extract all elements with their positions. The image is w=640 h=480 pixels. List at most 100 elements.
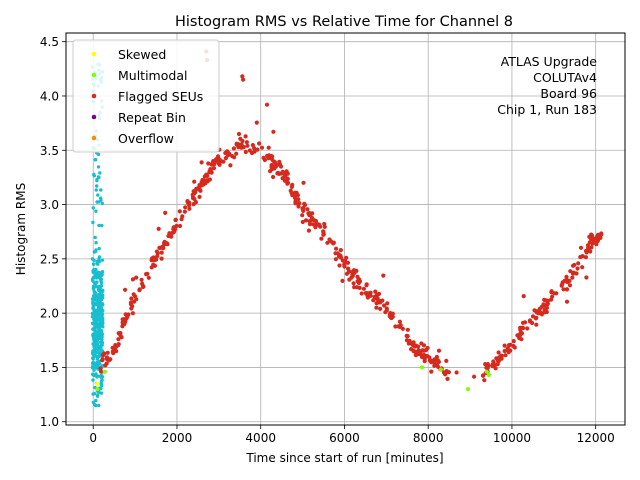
flagged-seu-point — [365, 295, 370, 300]
cyan-point — [97, 297, 101, 302]
multimodal-point — [438, 367, 443, 372]
cyan-point — [94, 188, 99, 192]
flagged-seu-point — [445, 376, 450, 381]
flagged-seu-point — [205, 179, 210, 184]
flagged-seu-point — [570, 263, 576, 268]
cyan-point — [90, 297, 95, 301]
flagged-seu-point — [583, 255, 589, 260]
legend-marker — [91, 135, 97, 141]
flagged-seu-point — [183, 205, 188, 210]
y-tick-label: 4.0 — [40, 89, 59, 103]
flagged-seu-point — [306, 228, 311, 233]
flagged-seu-point — [361, 286, 366, 291]
flagged-seu-point — [163, 210, 168, 215]
flagged-seu-point — [295, 201, 301, 206]
flagged-seu-point — [522, 320, 528, 325]
flagged-seu-point — [419, 341, 424, 346]
flagged-seu-point — [334, 246, 339, 251]
cyan-point — [98, 274, 103, 278]
flagged-seu-point — [192, 196, 197, 202]
cyan-point — [94, 365, 98, 369]
flagged-seu-point — [271, 174, 276, 180]
flagged-seu-point — [413, 353, 418, 358]
cyan-point — [91, 300, 95, 304]
flagged-seu-point — [252, 146, 257, 151]
flagged-seu-point — [482, 378, 487, 383]
cyan-point — [97, 312, 101, 317]
flagged-seu-point — [525, 326, 530, 331]
x-tick-label: 10000 — [493, 431, 531, 445]
flagged-seu-point — [231, 146, 236, 151]
cyan-point — [91, 360, 95, 365]
flagged-seu-point — [499, 353, 504, 358]
flagged-seu-point — [234, 151, 239, 156]
data-points — [90, 49, 604, 408]
flagged-seu-point — [595, 232, 601, 237]
flagged-seu-point — [221, 159, 226, 164]
multimodal-point — [465, 387, 471, 392]
cyan-point — [95, 335, 99, 339]
flagged-seu-point — [594, 242, 599, 247]
cyan-point — [97, 301, 102, 306]
legend-label: Skewed — [118, 47, 166, 62]
flagged-seu-point — [534, 322, 539, 327]
flagged-seu-point — [527, 319, 533, 324]
flagged-seu-point — [436, 348, 442, 353]
flagged-seu-point — [116, 343, 121, 348]
flagged-seu-point — [116, 337, 121, 342]
flagged-seu-point — [259, 145, 265, 150]
legend-marker — [91, 51, 97, 57]
flagged-seu-point — [262, 157, 267, 163]
flagged-seu-point — [444, 369, 449, 374]
cyan-point — [95, 313, 99, 317]
flagged-seu-point — [404, 338, 409, 343]
flagged-seu-point — [384, 306, 389, 311]
flagged-seu-point — [169, 234, 174, 239]
cyan-point — [91, 378, 95, 382]
flagged-seu-point — [199, 160, 204, 165]
flagged-seu-point — [559, 283, 564, 288]
flagged-seu-point — [374, 305, 379, 310]
cyan-point — [92, 373, 96, 378]
flagged-seu-point — [123, 287, 128, 292]
flagged-seu-point — [156, 226, 161, 231]
flagged-seu-point — [327, 237, 332, 242]
flagged-seu-point — [174, 223, 179, 228]
flagged-seu-point — [282, 173, 287, 178]
flagged-seu-point — [228, 163, 233, 168]
y-axis-label: Histogram RMS — [14, 183, 28, 275]
cyan-point — [91, 220, 95, 225]
flagged-seu-point — [257, 141, 262, 146]
cyan-point — [99, 196, 103, 200]
flagged-seu-point — [132, 294, 138, 299]
flagged-seu-point — [518, 325, 523, 330]
flagged-seu-point — [300, 219, 305, 225]
flagged-seu-point — [564, 274, 569, 279]
flagged-seu-point — [496, 350, 501, 355]
flagged-seu-point — [197, 194, 202, 199]
x-tick-label: 2000 — [162, 431, 193, 445]
flagged-seu-point — [216, 161, 221, 166]
cyan-point — [101, 296, 105, 300]
cyan-point — [99, 379, 104, 383]
flagged-seu-point — [305, 207, 310, 212]
y-tick-label: 4.5 — [40, 35, 59, 49]
cyan-point — [99, 373, 104, 378]
cyan-point — [99, 332, 103, 336]
flagged-seu-point — [549, 289, 554, 294]
flagged-seu-point — [284, 169, 289, 174]
cyan-point — [99, 329, 104, 333]
flagged-seu-point — [313, 219, 319, 224]
flagged-seu-point — [150, 256, 155, 261]
flagged-seu-point — [397, 324, 402, 329]
y-tick-label: 2.0 — [40, 307, 59, 321]
cyan-point — [93, 297, 97, 302]
cyan-point — [96, 355, 101, 359]
cyan-point — [98, 171, 102, 175]
flagged-seu-point — [372, 295, 377, 301]
flagged-seu-point — [420, 348, 425, 353]
cyan-point — [97, 175, 101, 180]
cyan-point — [91, 392, 95, 396]
flagged-seu-point — [129, 306, 134, 311]
